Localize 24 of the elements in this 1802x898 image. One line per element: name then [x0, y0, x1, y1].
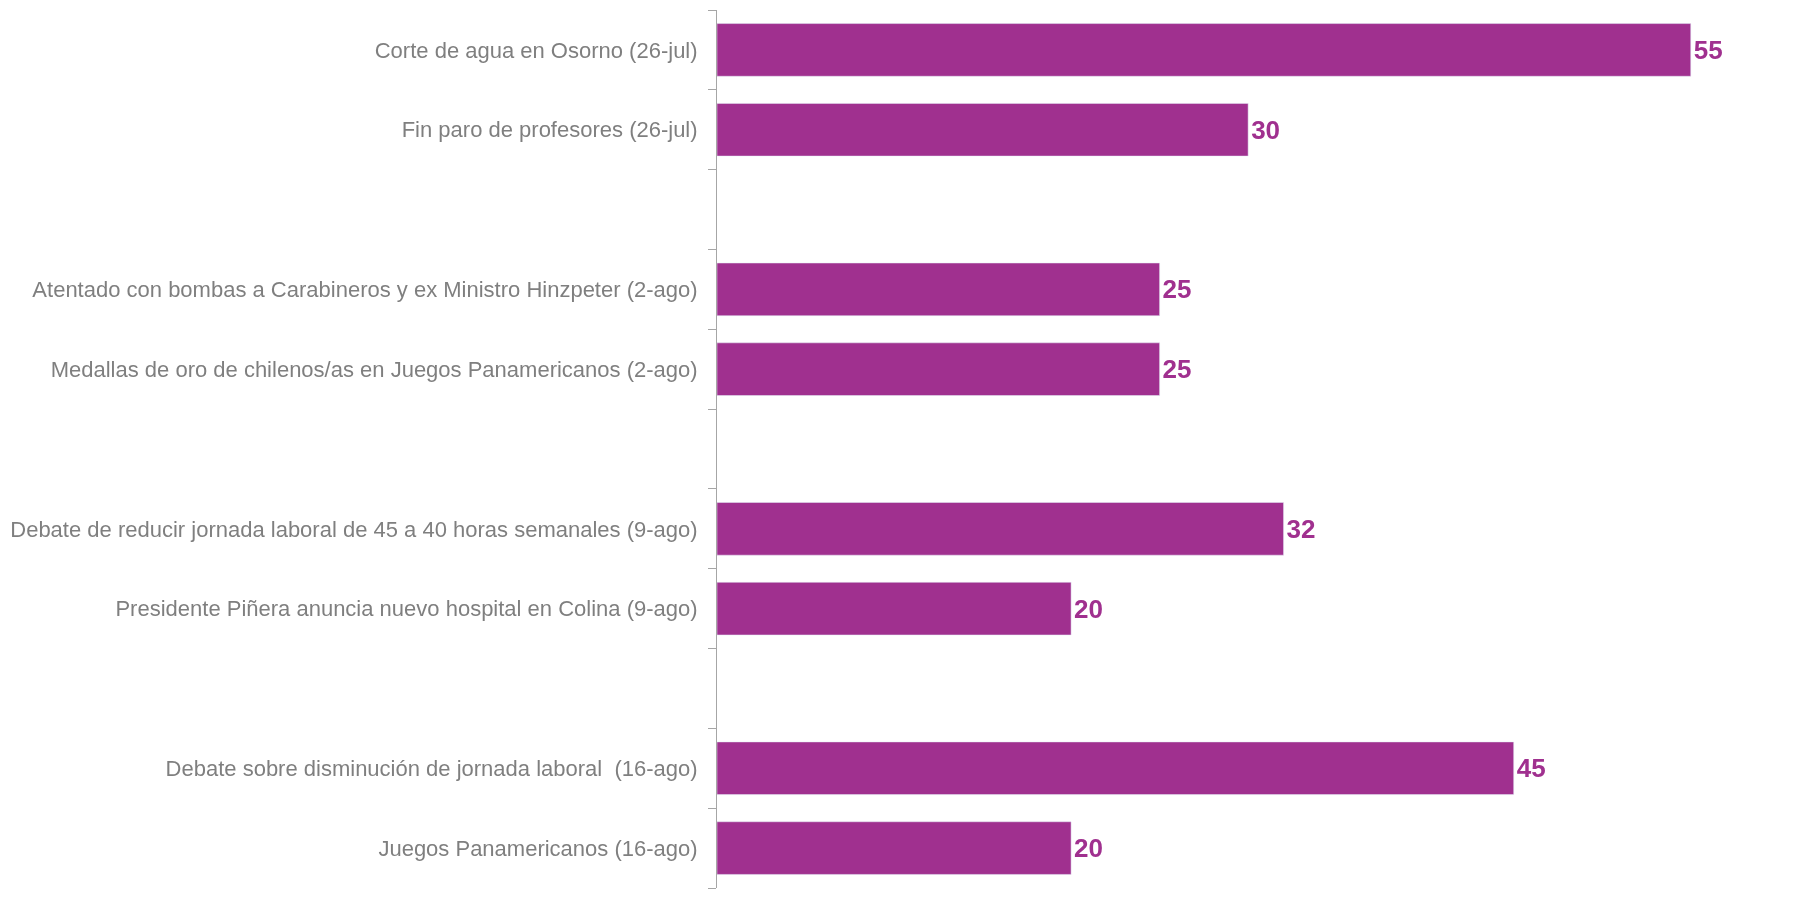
bar	[717, 262, 1160, 316]
bar	[717, 502, 1284, 556]
data-label: 25	[1162, 274, 1192, 305]
data-label: 45	[1516, 753, 1546, 784]
data-label: 55	[1693, 34, 1723, 65]
y-tick-label: Atentado con bombas a Carabineros y ex Ministro Hinzpeter (2-ago)	[32, 277, 698, 303]
bar	[717, 103, 1249, 157]
data-label: 32	[1286, 513, 1316, 544]
bar	[717, 821, 1072, 875]
bar	[717, 741, 1514, 795]
data-label: 25	[1162, 354, 1192, 385]
y-tick-label: Medallas de oro de chilenos/as en Juegos Panamericanos (2-ago)	[50, 356, 698, 382]
y-tick-label: Corte de agua en Osorno (26-jul)	[374, 37, 698, 63]
y-tick-label: Fin paro de profesores (26-jul)	[401, 117, 698, 143]
data-label: 30	[1251, 114, 1281, 145]
data-label: 20	[1074, 593, 1104, 624]
bar	[717, 23, 1691, 77]
y-tick-label: Debate de reducir jornada laboral de 45 a 40 horas semanales (9-ago)	[10, 516, 698, 542]
y-tick-label: Juegos Panamericanos (16-ago)	[378, 835, 698, 861]
data-label: 20	[1074, 833, 1104, 864]
y-tick-label: Presidente Piñera anuncia nuevo hospital en Colina (9-ago)	[115, 596, 698, 622]
bar	[717, 342, 1160, 396]
y-tick-label: Debate sobre disminución de jornada laboral (16-ago)	[165, 755, 698, 781]
bar	[717, 582, 1072, 636]
